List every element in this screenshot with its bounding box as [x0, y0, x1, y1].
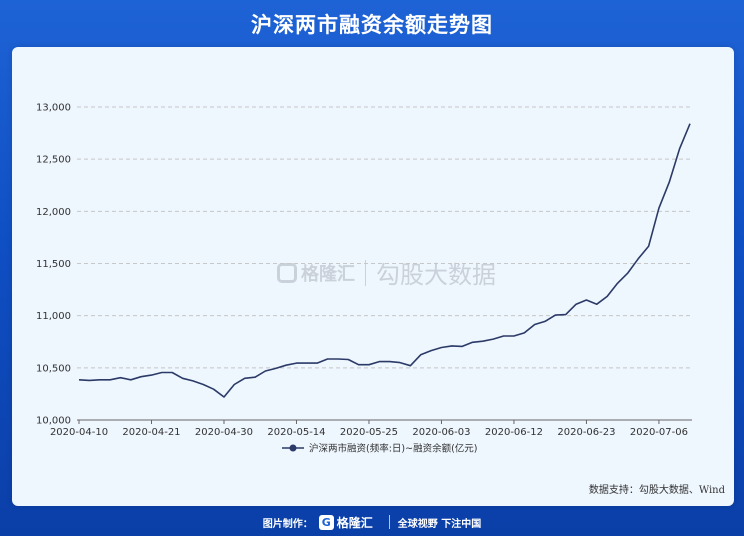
x-tick-label: 2020-07-06	[630, 427, 688, 438]
x-tick-label: 2020-06-03	[412, 427, 470, 438]
watermark-brand: 勾股大数据	[376, 261, 496, 289]
page-title: 沪深两市融资余额走势图	[251, 13, 493, 37]
x-tick-label: 2020-05-14	[267, 427, 325, 438]
y-tick-label: 10,000	[36, 416, 71, 427]
watermark-logo-name: 格隆汇	[301, 263, 355, 285]
x-tick-label: 2020-04-21	[122, 427, 180, 438]
legend-marker	[289, 444, 297, 452]
watermark: 格隆汇 勾股大数据	[277, 255, 496, 290]
gelonghui-logo-icon: G	[318, 514, 334, 530]
y-tick-label: 13,000	[36, 103, 71, 114]
y-tick-label: 10,500	[36, 363, 71, 374]
y-tick-label: 11,000	[36, 311, 71, 322]
x-tick-label: 2020-06-12	[485, 427, 543, 438]
footer-logo: G 格隆汇	[318, 514, 373, 531]
data-source: 数据支持：勾股大数据、Wind	[588, 485, 725, 496]
y-tick-label: 11,500	[36, 259, 71, 270]
x-tick-label: 2020-05-25	[340, 427, 398, 438]
watermark-divider	[365, 259, 366, 286]
y-tick-label: 12,000	[36, 207, 71, 218]
footer-made-by: 图片制作：	[262, 518, 313, 530]
x-tick-label: 2020-04-30	[195, 427, 253, 438]
x-tick-label: 2020-06-23	[557, 427, 615, 438]
x-tick-label: 2020-04-10	[50, 427, 108, 438]
legend-label: 沪深两市融资(频率:日)~融资余额(亿元)	[309, 443, 478, 455]
footer: 图片制作： G 格隆汇 全球视野 下注中国	[0, 508, 744, 536]
line-chart: 10,000 10,500 11,000 11,500 12,000 12,500 13,0…	[36, 103, 692, 455]
chart-panel: 格隆汇 勾股大数据 10,000 10,500 11,000 11,500 12,000…	[12, 47, 734, 506]
series-line	[78, 123, 691, 398]
footer-divider	[388, 515, 390, 529]
y-tick-label: 12,500	[36, 155, 71, 166]
footer-logo-text: 格隆汇	[336, 515, 373, 530]
footer-slogan: 全球视野 下注中国	[397, 518, 482, 530]
